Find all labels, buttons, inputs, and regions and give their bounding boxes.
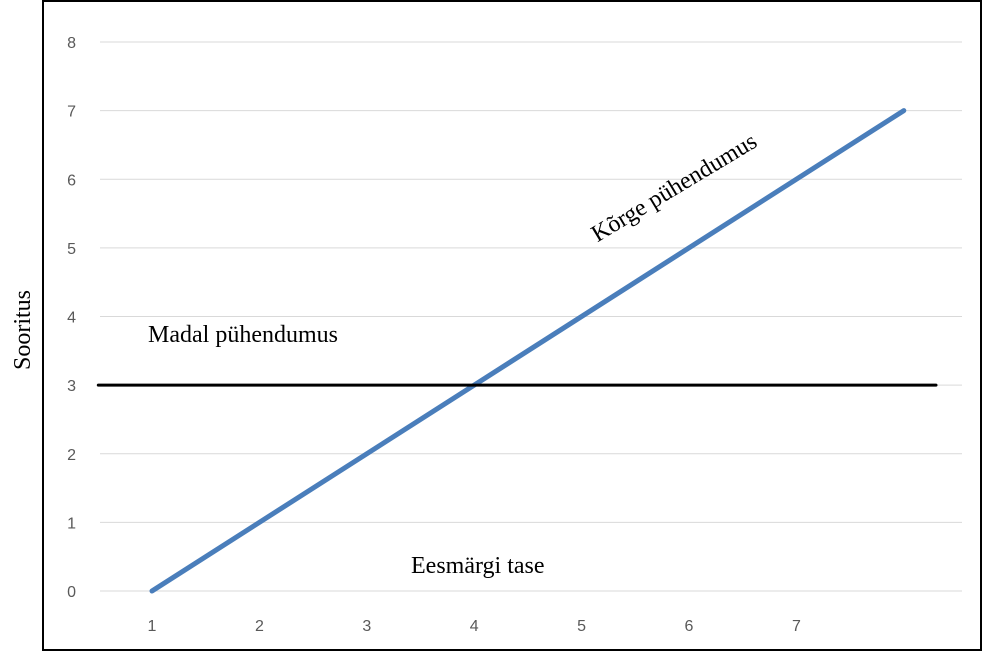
series: [96, 108, 938, 594]
annotation-madal-puhendumus: Madal pühendumus: [148, 322, 338, 348]
y-tick-label: 4: [67, 310, 76, 327]
x-axis-tick-labels: 1 2 3 4 5 6 7: [148, 618, 801, 635]
gridlines: [100, 41, 962, 592]
y-tick-label: 1: [67, 515, 76, 532]
series-line-korge-puhendumus: [149, 108, 907, 594]
x-tick-label: 5: [577, 618, 586, 635]
x-tick-label: 1: [148, 618, 157, 635]
annotation-eesmargi-tase: Eesmärgi tase: [411, 553, 545, 579]
chart-border: [42, 0, 982, 651]
y-tick-label: 3: [67, 378, 76, 395]
x-tick-label: 2: [255, 618, 264, 635]
y-tick-label: 5: [67, 241, 76, 258]
y-tick-label: 7: [67, 104, 76, 121]
y-tick-label: 8: [67, 35, 76, 52]
y-tick-label: 0: [67, 584, 76, 601]
x-tick-label: 3: [362, 618, 371, 635]
x-tick-label: 4: [470, 618, 479, 635]
y-axis-tick-labels: 0 1 2 3 4 5 6 7 8: [67, 35, 76, 601]
x-tick-label: 7: [792, 618, 801, 635]
y-axis-title: Sooritus: [10, 290, 36, 370]
x-tick-label: 6: [685, 618, 694, 635]
y-tick-label: 2: [67, 447, 76, 464]
y-tick-label: 6: [67, 172, 76, 189]
